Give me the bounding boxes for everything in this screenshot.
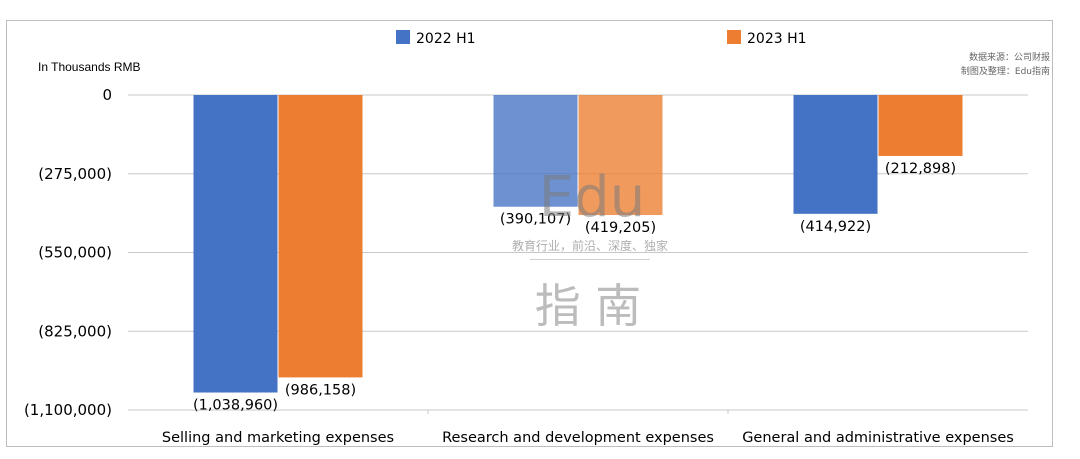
- watermark-name: 指 南: [535, 279, 642, 333]
- legend-swatch: [727, 30, 741, 44]
- legend-swatch: [396, 30, 410, 44]
- bar: [578, 95, 663, 216]
- bar: [193, 95, 278, 393]
- source-note-line-1: 数据来源：公司财报: [969, 51, 1050, 63]
- bars: [193, 95, 963, 393]
- data-label: (419,205): [585, 220, 656, 236]
- watermark-logo: Edu: [539, 165, 645, 230]
- data-label: (414,922): [800, 219, 871, 235]
- watermark: Edu 教育行业，前沿、深度、独家 指 南: [512, 165, 668, 333]
- bar: [278, 95, 363, 378]
- bar: [793, 95, 878, 214]
- source-note-line-2: 制图及整理：Edu指南: [961, 65, 1050, 77]
- x-tick-label: Research and development expenses: [442, 430, 714, 446]
- chart-frame: [6, 20, 1053, 447]
- y-tick-label: (275,000): [38, 165, 112, 183]
- y-axis-unit-label: In Thousands RMB: [38, 60, 141, 74]
- legend: 2022 H1 2023 H1: [396, 30, 807, 47]
- watermark-divider: [530, 259, 650, 260]
- y-tick-label: (550,000): [38, 244, 112, 262]
- y-tick-label: (1,100,000): [24, 401, 112, 419]
- data-label: (212,898): [885, 161, 956, 177]
- data-label: (1,038,960): [193, 398, 278, 414]
- bar: [493, 95, 578, 207]
- bar: [878, 95, 963, 156]
- data-label: (390,107): [500, 212, 571, 228]
- y-axis: 0 (275,000) (550,000) (825,000) (1,100,000): [24, 86, 112, 419]
- x-axis: Selling and marketing expenses Research a…: [162, 410, 1014, 446]
- watermark-tagline: 教育行业，前沿、深度、独家: [512, 238, 668, 253]
- y-tick-label: 0: [102, 86, 112, 104]
- gridlines: [128, 94, 1028, 411]
- x-tick-label: Selling and marketing expenses: [162, 430, 394, 446]
- y-tick-label: (825,000): [38, 322, 112, 340]
- data-label: (986,158): [285, 382, 356, 398]
- x-tick-label: General and administrative expenses: [742, 430, 1014, 446]
- legend-label: 2023 H1: [747, 31, 807, 47]
- data-labels: (1,038,960) (986,158) (390,107) (419,205) (4…: [193, 161, 956, 414]
- legend-label: 2022 H1: [416, 31, 476, 47]
